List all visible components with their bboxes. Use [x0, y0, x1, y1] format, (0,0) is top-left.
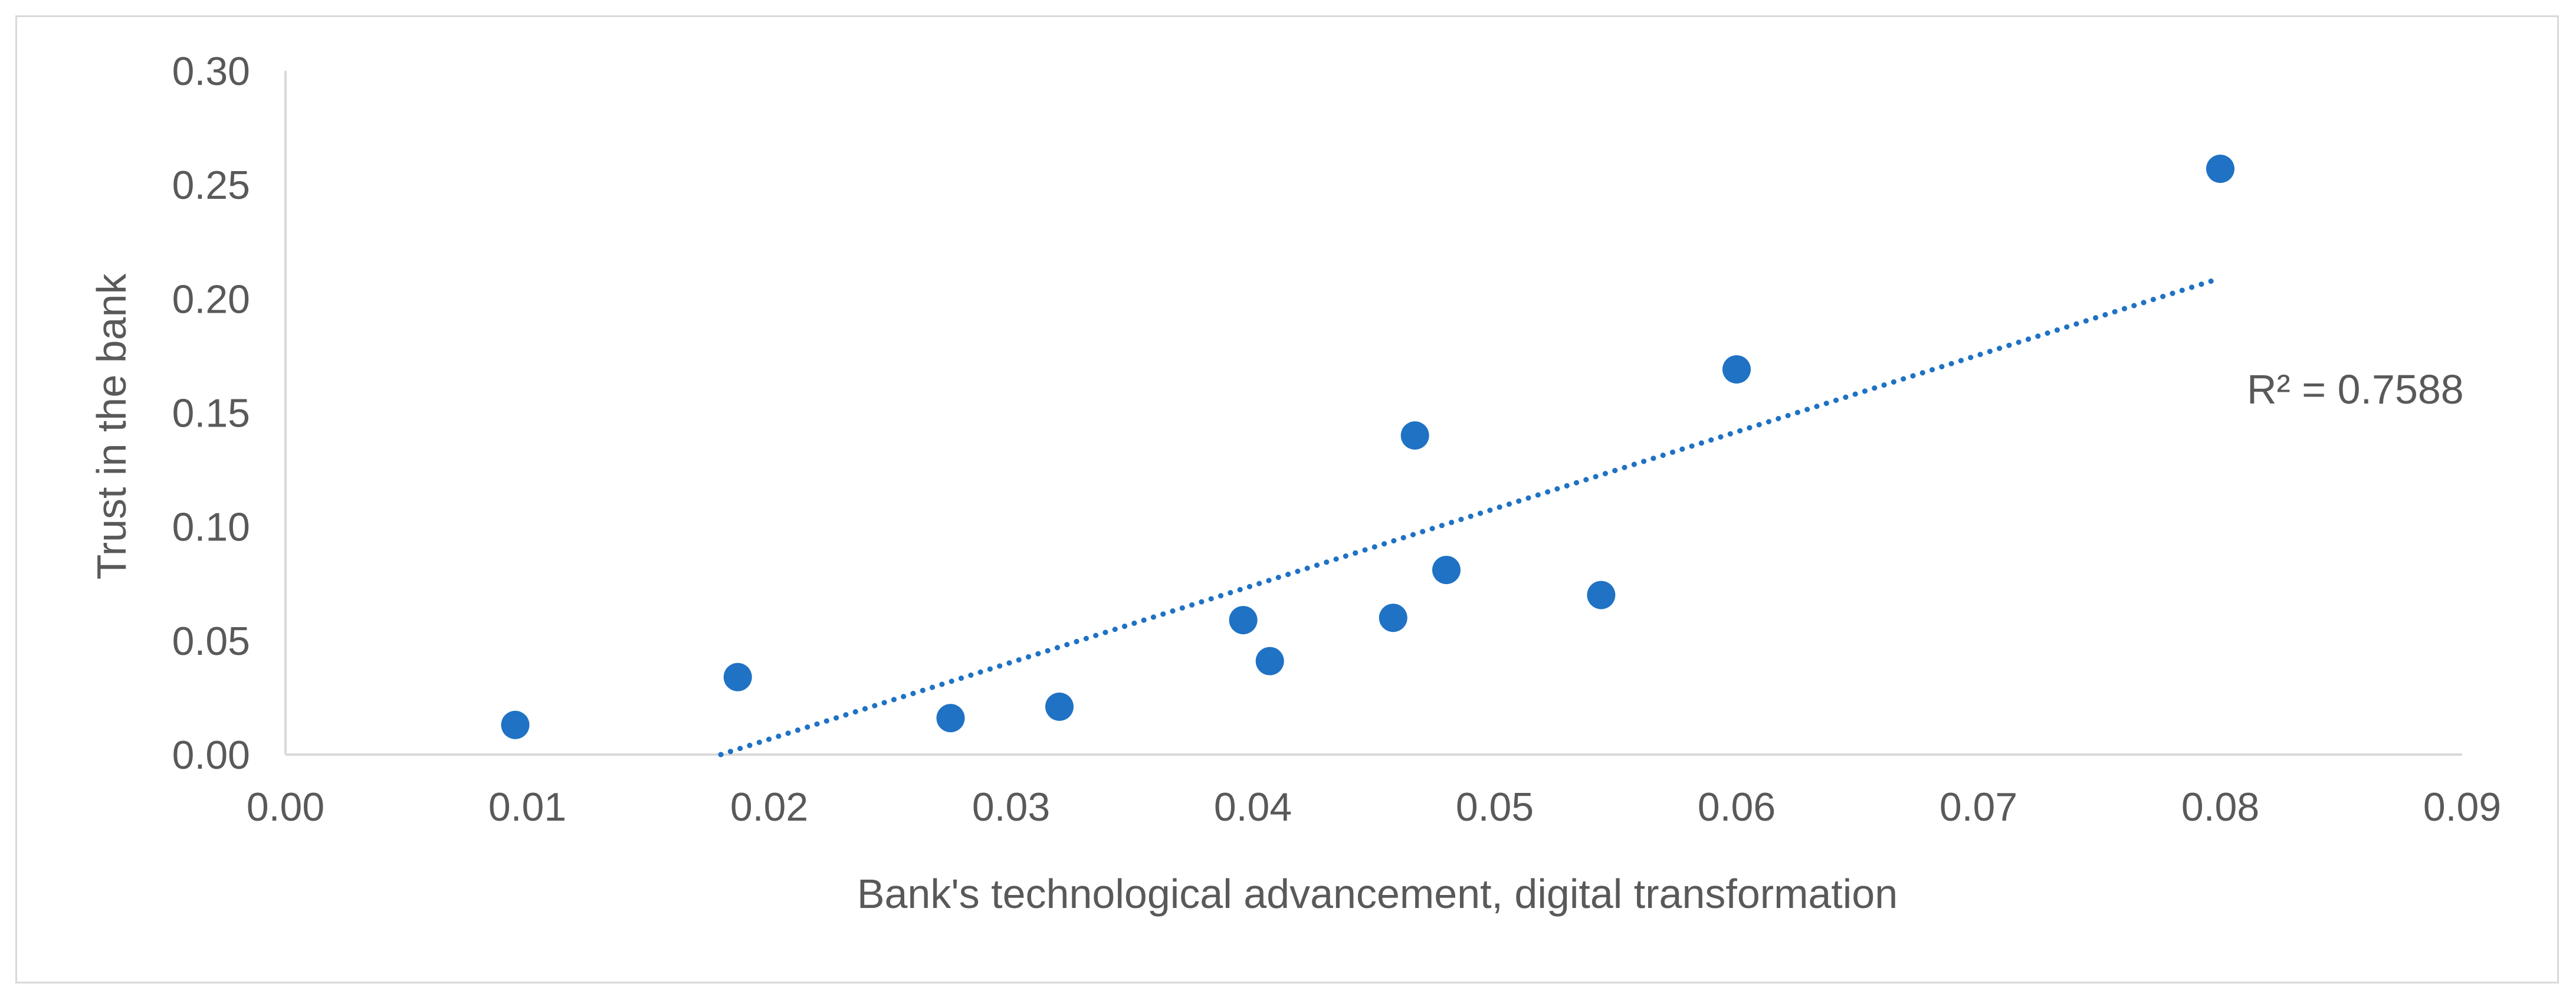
data-point — [1432, 556, 1461, 585]
data-point — [936, 704, 965, 733]
data-point — [1587, 581, 1616, 609]
data-point — [1255, 647, 1284, 676]
x-tick-label: 0.02 — [730, 785, 808, 829]
x-tick-label: 0.06 — [1698, 785, 1776, 829]
y-tick-label: 0.10 — [172, 505, 250, 550]
data-point — [723, 663, 752, 691]
x-tick-label: 0.07 — [1940, 785, 2017, 829]
y-tick-label: 0.20 — [172, 277, 250, 322]
x-tick-label: 0.01 — [488, 785, 566, 829]
y-axis: 0.00 0.05 0.10 0.15 0.20 0.25 0.30 — [172, 49, 287, 778]
chart-frame: 0.00 0.05 0.10 0.15 0.20 0.25 0.30 0.00 0.01 0.0… — [15, 15, 2559, 983]
x-tick-label: 0.04 — [1214, 785, 1292, 829]
y-tick-label: 0.30 — [172, 49, 250, 94]
x-tick-label: 0.03 — [972, 785, 1050, 829]
x-tick-label: 0.00 — [247, 785, 324, 829]
x-tick-label: 0.08 — [2181, 785, 2259, 829]
trendline — [718, 276, 2223, 758]
y-tick-label: 0.00 — [172, 733, 250, 778]
x-axis-title: Bank's technological advancement, digita… — [857, 871, 1898, 917]
r-squared-label: R² = 0.7588 — [2247, 366, 2464, 412]
data-point — [2206, 155, 2234, 183]
y-tick-label: 0.05 — [172, 619, 250, 664]
trendline-layer — [718, 276, 2223, 758]
y-tick-label: 0.15 — [172, 391, 250, 436]
scatter-chart: 0.000.050.100.150.200.250.30 0.00 0.01 0.0… — [88, 49, 2501, 917]
data-point — [1400, 421, 1429, 450]
data-point — [1229, 606, 1258, 635]
data-point — [1379, 604, 1407, 632]
y-axis-title: Trust in the bank — [88, 273, 134, 580]
x-tick-label: 0.09 — [2423, 785, 2501, 829]
x-tick-label: 0.05 — [1456, 785, 1534, 829]
data-point — [1722, 355, 1751, 384]
x-axis: 0.00 0.01 0.02 0.03 0.04 0.05 0.06 0.07 0.08 0.09 — [247, 753, 2501, 829]
data-point — [1045, 692, 1074, 721]
points-layer — [501, 155, 2234, 739]
y-tick-label: 0.25 — [172, 163, 250, 208]
data-point — [501, 710, 530, 739]
